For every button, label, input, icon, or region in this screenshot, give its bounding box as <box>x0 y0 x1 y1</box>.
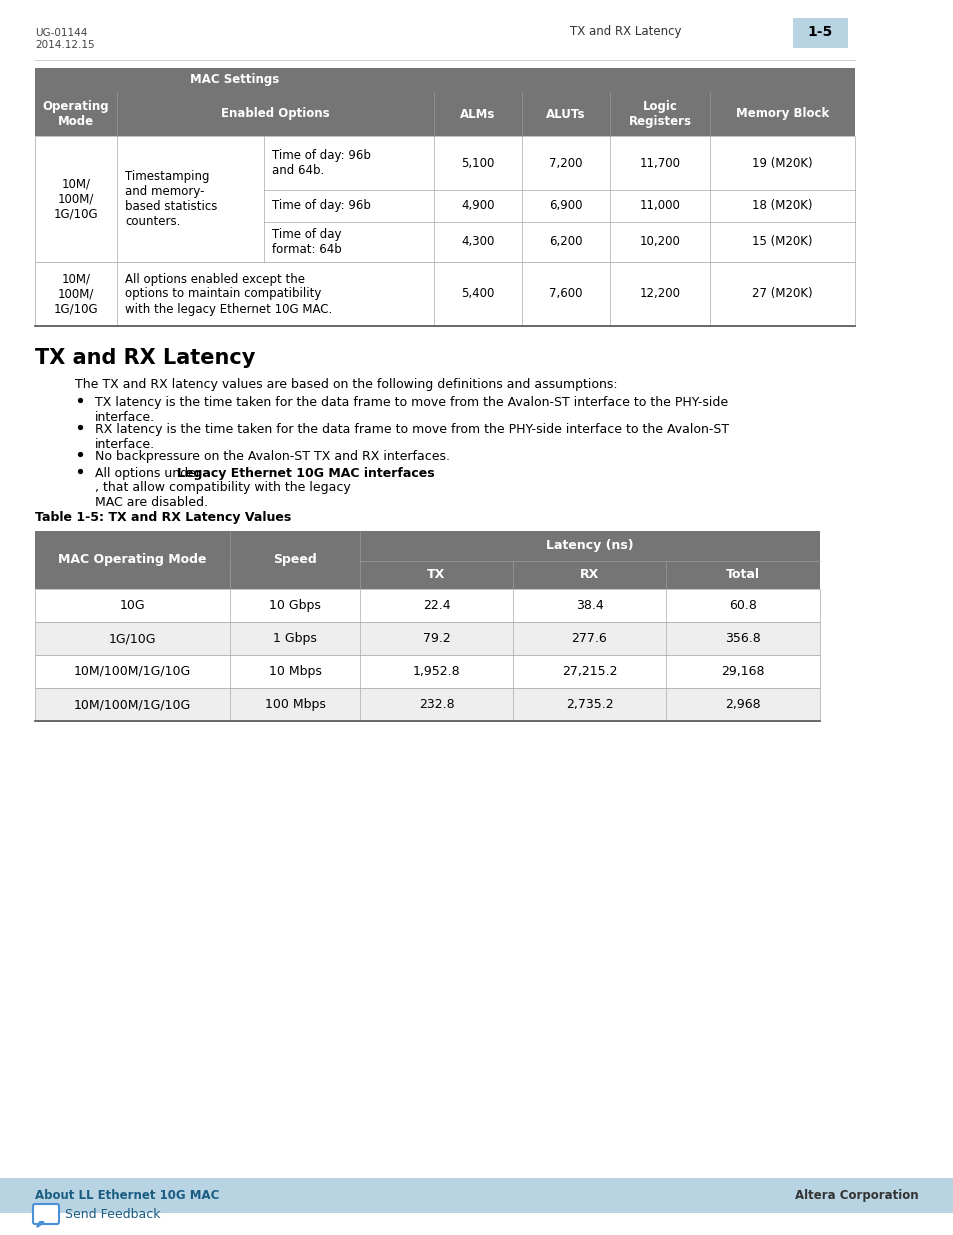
Text: Memory Block: Memory Block <box>735 107 828 121</box>
Text: Logic
Registers: Logic Registers <box>628 100 691 128</box>
Text: Legacy Ethernet 10G MAC interfaces: Legacy Ethernet 10G MAC interfaces <box>177 467 435 480</box>
Bar <box>35 622 820 655</box>
Bar <box>35 589 820 622</box>
Text: 27 (M20K): 27 (M20K) <box>751 288 812 300</box>
Bar <box>35 91 854 136</box>
Text: 100 Mbps: 100 Mbps <box>264 698 325 711</box>
Polygon shape <box>37 1221 44 1228</box>
Text: Send Feedback: Send Feedback <box>65 1209 160 1221</box>
Text: TX and RX Latency: TX and RX Latency <box>569 26 680 38</box>
Text: TX latency is the time taken for the data frame to move from the Avalon-ST inter: TX latency is the time taken for the dat… <box>95 396 727 424</box>
Text: 1-5: 1-5 <box>807 25 832 40</box>
Text: Enabled Options: Enabled Options <box>221 107 330 121</box>
Bar <box>35 561 820 589</box>
Text: 2,968: 2,968 <box>724 698 760 711</box>
Text: Speed: Speed <box>273 553 316 567</box>
FancyBboxPatch shape <box>33 1204 59 1224</box>
Text: 10M/100M/1G/10G: 10M/100M/1G/10G <box>73 698 191 711</box>
Text: 29,168: 29,168 <box>720 664 764 678</box>
Text: 27,215.2: 27,215.2 <box>561 664 617 678</box>
Text: Table 1-5: TX and RX Latency Values: Table 1-5: TX and RX Latency Values <box>35 511 291 524</box>
Bar <box>35 655 820 688</box>
Text: The TX and RX latency values are based on the following definitions and assumpti: The TX and RX latency values are based o… <box>75 378 617 391</box>
Text: 1,952.8: 1,952.8 <box>413 664 460 678</box>
Text: MAC Settings: MAC Settings <box>190 74 279 86</box>
Text: 6,900: 6,900 <box>549 200 582 212</box>
Text: 1 Gbps: 1 Gbps <box>273 632 316 645</box>
Text: 19 (M20K): 19 (M20K) <box>751 157 812 169</box>
Bar <box>35 136 854 262</box>
Text: 5,400: 5,400 <box>461 288 495 300</box>
Text: 2014.12.15: 2014.12.15 <box>35 40 94 49</box>
Text: RX: RX <box>579 568 598 582</box>
Text: TX: TX <box>427 568 445 582</box>
Bar <box>0 1178 953 1213</box>
Text: Latency (ns): Latency (ns) <box>546 540 633 552</box>
Text: Time of day: 96b: Time of day: 96b <box>272 200 371 212</box>
Text: 4,300: 4,300 <box>461 236 495 248</box>
Text: 277.6: 277.6 <box>571 632 607 645</box>
Text: Time of day: 96b
and 64b.: Time of day: 96b and 64b. <box>272 149 371 177</box>
Text: ALMs: ALMs <box>460 107 496 121</box>
Text: No backpressure on the Avalon-ST TX and RX interfaces.: No backpressure on the Avalon-ST TX and … <box>95 450 450 463</box>
Text: 7,200: 7,200 <box>549 157 582 169</box>
Text: Total: Total <box>725 568 760 582</box>
Text: 7,600: 7,600 <box>549 288 582 300</box>
Text: 18 (M20K): 18 (M20K) <box>752 200 812 212</box>
Text: 79.2: 79.2 <box>422 632 450 645</box>
Text: RX latency is the time taken for the data frame to move from the PHY-side interf: RX latency is the time taken for the dat… <box>95 424 728 451</box>
Text: 5,100: 5,100 <box>461 157 495 169</box>
Text: 10,200: 10,200 <box>639 236 679 248</box>
Text: ALUTs: ALUTs <box>546 107 585 121</box>
Text: 356.8: 356.8 <box>724 632 760 645</box>
Text: Time of day
format: 64b: Time of day format: 64b <box>272 228 341 256</box>
Text: 60.8: 60.8 <box>728 599 756 613</box>
Bar <box>35 68 854 91</box>
Text: Timestamping
and memory-
based statistics
counters.: Timestamping and memory- based statistic… <box>125 170 217 228</box>
Text: 232.8: 232.8 <box>418 698 454 711</box>
Text: 15 (M20K): 15 (M20K) <box>752 236 812 248</box>
Bar <box>35 262 854 326</box>
Bar <box>35 688 820 721</box>
Text: 11,700: 11,700 <box>639 157 679 169</box>
Text: All options enabled except the
options to maintain compatibility
with the legacy: All options enabled except the options t… <box>125 273 332 315</box>
Text: 10 Mbps: 10 Mbps <box>269 664 321 678</box>
Text: 22.4: 22.4 <box>422 599 450 613</box>
Text: Operating
Mode: Operating Mode <box>43 100 110 128</box>
Text: 6,200: 6,200 <box>549 236 582 248</box>
Text: 11,000: 11,000 <box>639 200 679 212</box>
Text: Altera Corporation: Altera Corporation <box>795 1189 918 1202</box>
Text: 10 Gbps: 10 Gbps <box>269 599 320 613</box>
Text: , that allow compatibility with the legacy
MAC are disabled.: , that allow compatibility with the lega… <box>95 480 351 509</box>
Text: About LL Ethernet 10G MAC: About LL Ethernet 10G MAC <box>35 1189 219 1202</box>
Text: MAC Operating Mode: MAC Operating Mode <box>58 553 207 567</box>
Text: 38.4: 38.4 <box>575 599 602 613</box>
Text: 1G/10G: 1G/10G <box>109 632 156 645</box>
Text: 10M/
100M/
1G/10G: 10M/ 100M/ 1G/10G <box>53 273 98 315</box>
Text: 2,735.2: 2,735.2 <box>565 698 613 711</box>
Text: 10M/
100M/
1G/10G: 10M/ 100M/ 1G/10G <box>53 178 98 221</box>
Text: UG-01144: UG-01144 <box>35 28 88 38</box>
Text: 10G: 10G <box>119 599 145 613</box>
Bar <box>792 19 847 48</box>
Text: All options under: All options under <box>95 467 205 480</box>
Bar <box>35 531 820 561</box>
Text: 4,900: 4,900 <box>460 200 495 212</box>
Text: TX and RX Latency: TX and RX Latency <box>35 348 255 368</box>
Text: 10M/100M/1G/10G: 10M/100M/1G/10G <box>73 664 191 678</box>
Text: 12,200: 12,200 <box>639 288 679 300</box>
